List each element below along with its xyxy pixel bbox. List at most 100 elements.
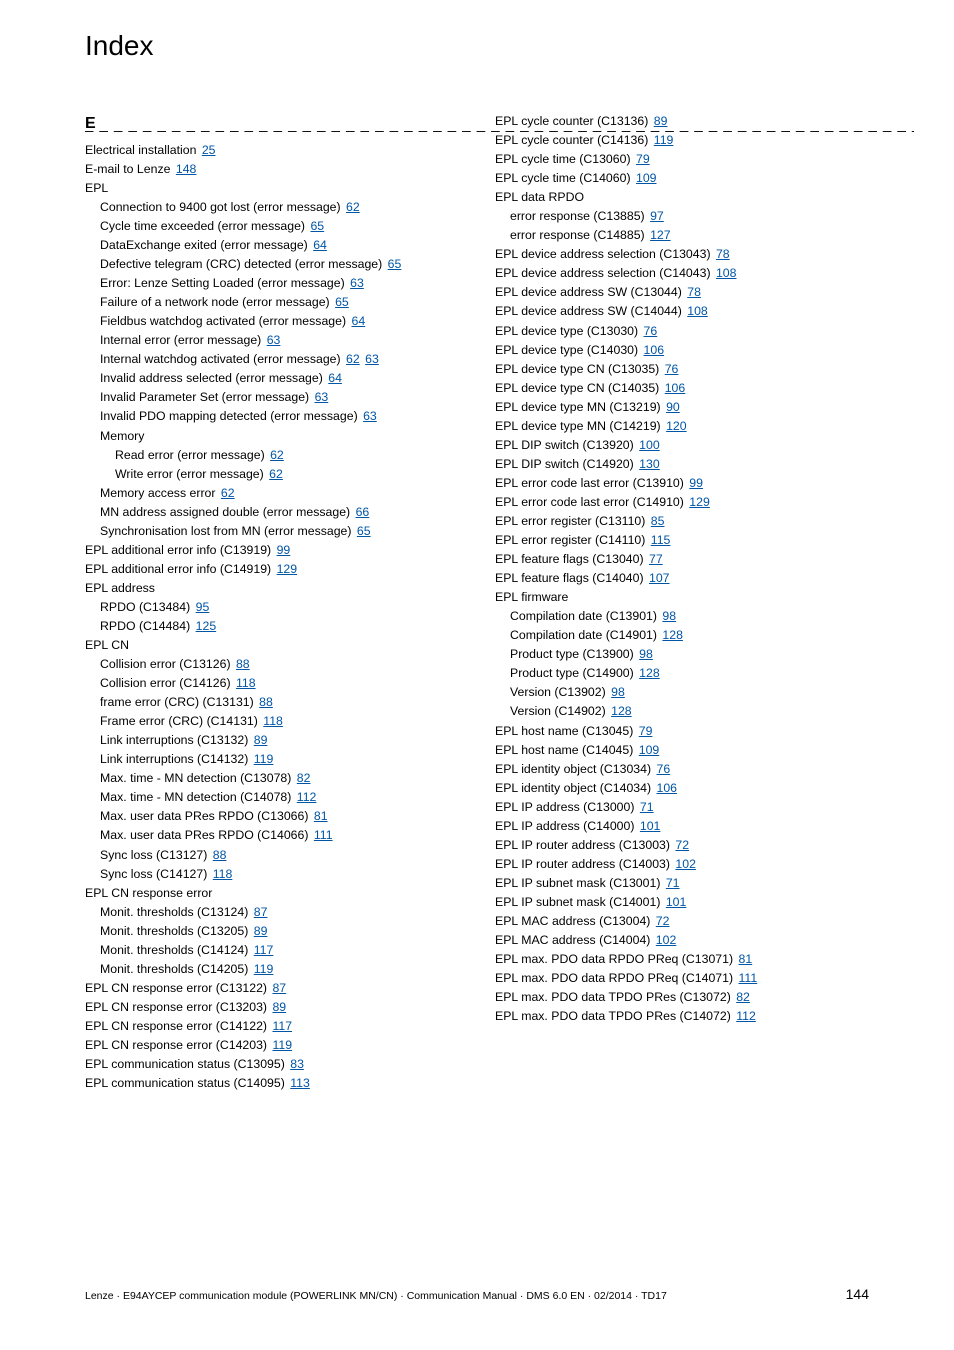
page-link[interactable]: 119	[254, 962, 274, 976]
page-link[interactable]: 99	[277, 543, 291, 557]
page-link[interactable]: 128	[611, 704, 632, 718]
page-link[interactable]: 148	[176, 162, 197, 176]
page-link[interactable]: 100	[639, 438, 660, 452]
page-link[interactable]: 62	[346, 352, 360, 366]
page-link[interactable]: 128	[662, 628, 683, 642]
page-link[interactable]: 127	[650, 228, 671, 242]
page-link[interactable]: 88	[236, 657, 250, 671]
page-link[interactable]: 113	[290, 1076, 310, 1090]
page-link[interactable]: 106	[657, 781, 678, 795]
page-link[interactable]: 76	[644, 324, 658, 338]
page-link[interactable]: 81	[739, 952, 753, 966]
page-link[interactable]: 63	[365, 352, 379, 366]
page-link[interactable]: 79	[639, 724, 653, 738]
page-link[interactable]: 64	[351, 314, 365, 328]
page-link[interactable]: 65	[388, 257, 402, 271]
page-link[interactable]: 89	[254, 733, 268, 747]
page-link[interactable]: 129	[277, 562, 298, 576]
page-link[interactable]: 65	[357, 524, 371, 538]
page-link[interactable]: 101	[640, 819, 661, 833]
page-link[interactable]: 97	[650, 209, 664, 223]
page-link[interactable]: 90	[666, 400, 680, 414]
page-link[interactable]: 128	[639, 666, 660, 680]
page-link[interactable]: 65	[335, 295, 349, 309]
page-link[interactable]: 107	[649, 571, 670, 585]
page-link[interactable]: 76	[665, 362, 679, 376]
page-link[interactable]: 112	[736, 1009, 756, 1023]
index-entry: EPL cycle time (C14060) 109	[495, 169, 865, 188]
page-link[interactable]: 87	[272, 981, 286, 995]
page-link[interactable]: 79	[636, 152, 650, 166]
page-link[interactable]: 89	[254, 924, 268, 938]
page-link[interactable]: 77	[649, 552, 663, 566]
page-link[interactable]: 130	[639, 457, 660, 471]
page-link[interactable]: 106	[644, 343, 665, 357]
page-link[interactable]: 108	[687, 304, 708, 318]
page-link[interactable]: 62	[346, 200, 360, 214]
page-link[interactable]: 62	[269, 467, 283, 481]
page-link[interactable]: 108	[716, 266, 737, 280]
page-link[interactable]: 106	[665, 381, 686, 395]
page-link[interactable]: 118	[236, 676, 256, 690]
page-link[interactable]: 117	[272, 1019, 292, 1033]
page-link[interactable]: 85	[651, 514, 665, 528]
page-link[interactable]: 119	[654, 133, 674, 147]
page-link[interactable]: 98	[639, 647, 653, 661]
page-link[interactable]: 119	[254, 752, 274, 766]
page-link[interactable]: 25	[202, 143, 216, 157]
page-link[interactable]: 64	[328, 371, 342, 385]
index-entry-text: EPL max. PDO data TPDO PRes (C14072)	[495, 1009, 731, 1023]
index-entry: Version (C13902) 98	[495, 683, 865, 702]
page-link[interactable]: 102	[675, 857, 696, 871]
page-link[interactable]: 71	[666, 876, 680, 890]
page-link[interactable]: 78	[687, 285, 701, 299]
page-link[interactable]: 76	[657, 762, 671, 776]
page-link[interactable]: 109	[636, 171, 657, 185]
page-link[interactable]: 118	[263, 714, 283, 728]
page-link[interactable]: 82	[297, 771, 311, 785]
page-link[interactable]: 129	[689, 495, 710, 509]
page-link[interactable]: 109	[639, 743, 660, 757]
page-link[interactable]: 88	[213, 848, 227, 862]
page-link[interactable]: 62	[221, 486, 235, 500]
page-link[interactable]: 65	[310, 219, 324, 233]
page-link[interactable]: 62	[270, 448, 284, 462]
page-link[interactable]: 82	[736, 990, 750, 1004]
page-link[interactable]: 112	[297, 790, 317, 804]
page-link[interactable]: 72	[656, 914, 670, 928]
index-entry: Version (C14902) 128	[495, 702, 865, 721]
index-entry-text: EPL firmware	[495, 590, 568, 604]
index-entry: Link interruptions (C14132) 119	[85, 750, 455, 769]
page-link[interactable]: 102	[656, 933, 677, 947]
page-link[interactable]: 118	[213, 867, 233, 881]
page-link[interactable]: 63	[315, 390, 329, 404]
page-link[interactable]: 101	[666, 895, 687, 909]
page-link[interactable]: 81	[314, 809, 328, 823]
page-link[interactable]: 111	[314, 828, 333, 842]
page-link[interactable]: 64	[313, 238, 327, 252]
document-page: Index _ _ _ _ _ _ _ _ _ _ _ _ _ _ _ _ _ …	[0, 0, 954, 1350]
page-link[interactable]: 95	[196, 600, 210, 614]
page-link[interactable]: 99	[689, 476, 703, 490]
page-link[interactable]: 71	[640, 800, 654, 814]
page-link[interactable]: 98	[662, 609, 676, 623]
page-link[interactable]: 98	[611, 685, 625, 699]
page-link[interactable]: 63	[350, 276, 364, 290]
page-link[interactable]: 66	[356, 505, 370, 519]
page-link[interactable]: 115	[651, 533, 671, 547]
page-link[interactable]: 88	[259, 695, 273, 709]
page-link[interactable]: 111	[739, 971, 758, 985]
page-link[interactable]: 87	[254, 905, 268, 919]
page-link[interactable]: 120	[666, 419, 687, 433]
page-link[interactable]: 63	[267, 333, 281, 347]
index-entry-text: EPL address	[85, 581, 155, 595]
page-link[interactable]: 78	[716, 247, 730, 261]
page-link[interactable]: 72	[675, 838, 689, 852]
index-entry-text: EPL CN response error (C14122)	[85, 1019, 267, 1033]
page-link[interactable]: 117	[254, 943, 274, 957]
page-link[interactable]: 63	[363, 409, 377, 423]
page-link[interactable]: 83	[290, 1057, 304, 1071]
page-link[interactable]: 125	[196, 619, 217, 633]
page-link[interactable]: 89	[272, 1000, 286, 1014]
page-link[interactable]: 119	[272, 1038, 292, 1052]
